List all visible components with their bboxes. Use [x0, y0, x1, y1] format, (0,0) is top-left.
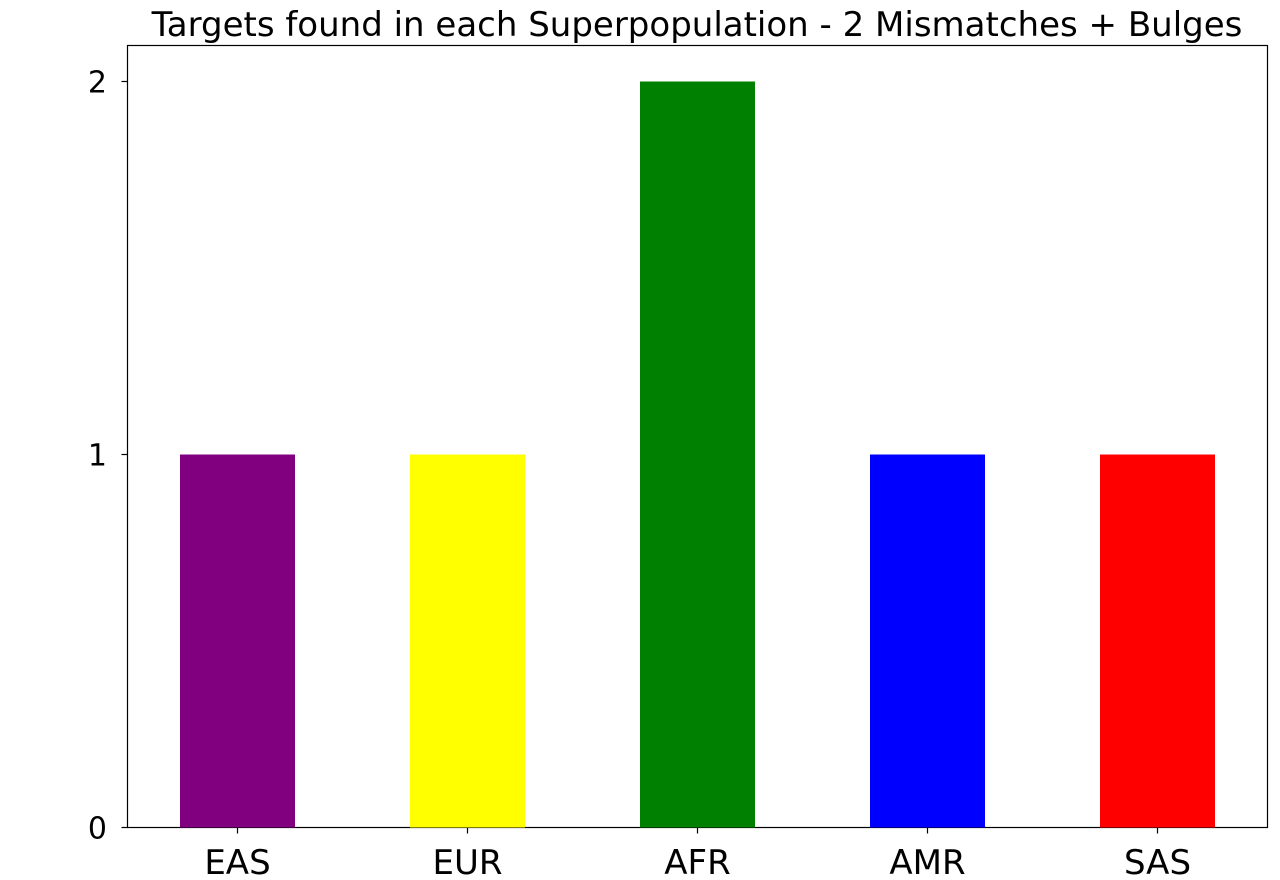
x-axis: EAS EUR AFR AMR SAS	[204, 827, 1191, 880]
bars-group	[180, 81, 1215, 828]
y-tick-label-0: 0	[88, 812, 107, 847]
bar-eur	[410, 454, 525, 828]
bar-sas	[1100, 454, 1215, 828]
bar-amr	[870, 454, 985, 828]
x-tick-label-afr: AFR	[664, 843, 730, 880]
y-tick-label-1: 1	[88, 439, 107, 474]
bar-afr	[640, 81, 755, 828]
x-tick-label-amr: AMR	[889, 843, 965, 880]
x-tick-label-eas: EAS	[204, 843, 270, 880]
bar-eas	[180, 454, 295, 828]
x-tick-label-eur: EUR	[433, 843, 503, 880]
chart-title: Targets found in each Superpopulation - …	[151, 5, 1243, 45]
x-tick-label-sas: SAS	[1124, 843, 1191, 880]
y-tick-label-2: 2	[88, 66, 107, 101]
y-axis: 0 1 2	[88, 66, 128, 847]
